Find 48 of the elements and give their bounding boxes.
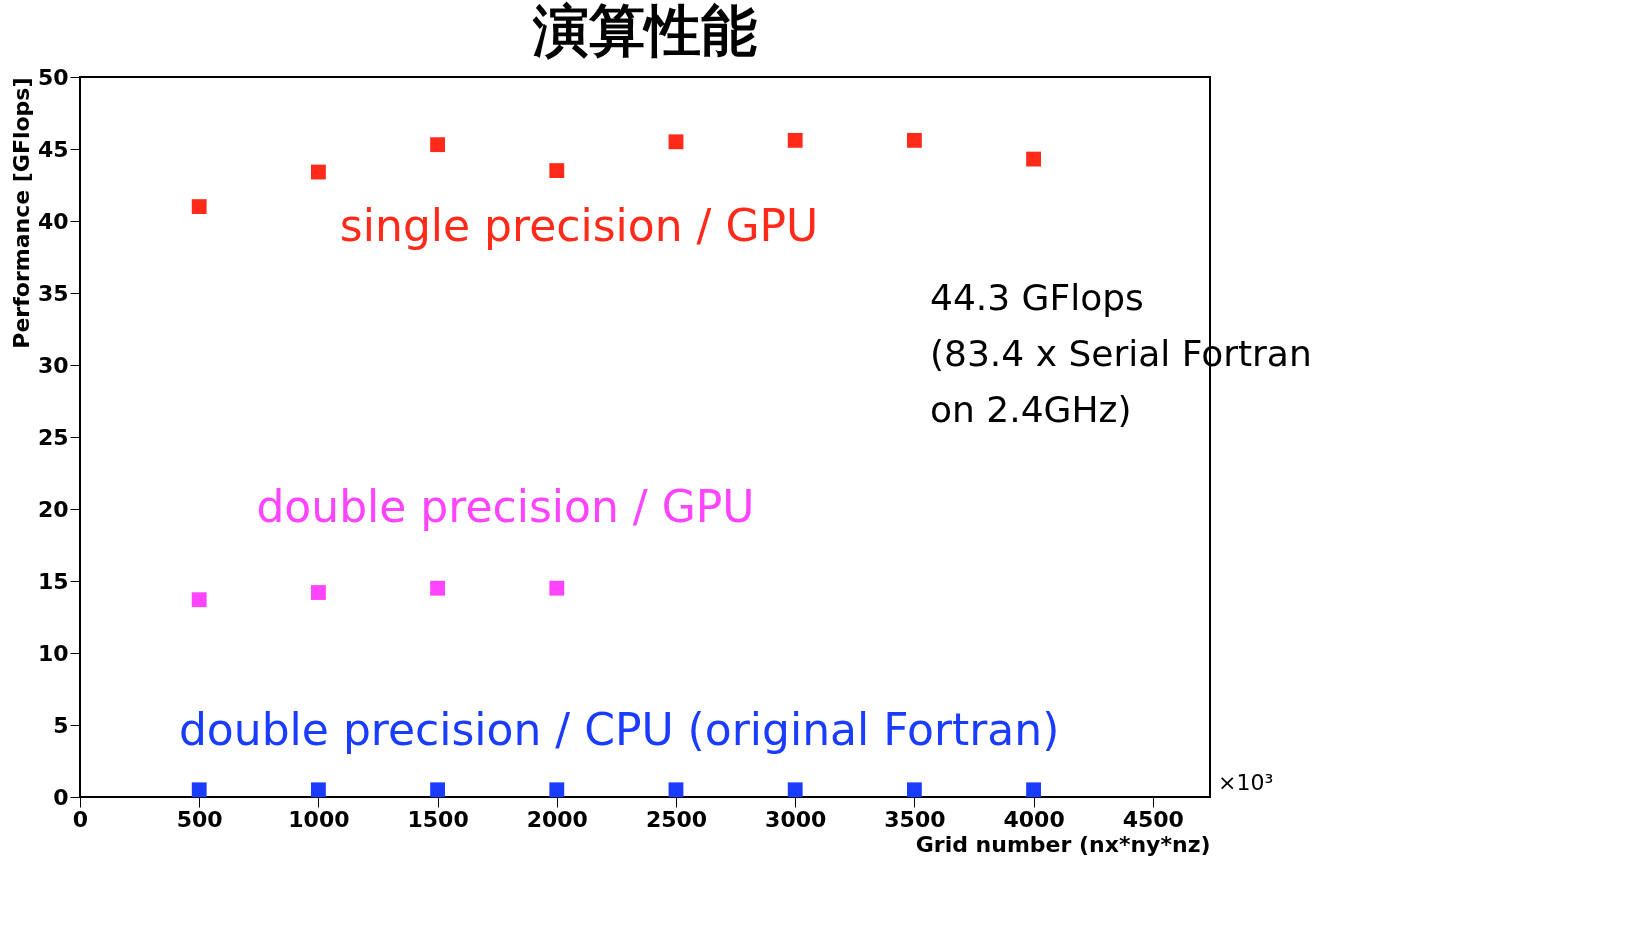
point [906, 782, 922, 798]
point [1026, 782, 1041, 798]
x-tick-label: 2000 [526, 806, 588, 832]
series-label: single precision / GPU [339, 200, 819, 252]
point [1026, 151, 1041, 167]
x-tick-label: 3000 [765, 806, 827, 832]
point [668, 782, 684, 798]
series-label: double precision / GPU [256, 481, 755, 532]
point [906, 132, 922, 148]
x-tick-label: 500 [176, 806, 223, 832]
y-axis-title: Performance [GFlops] [8, 77, 34, 349]
y-tick-label: 10 [37, 640, 69, 666]
x-tick-label: 0 [72, 806, 89, 832]
x-tick-label: 2500 [645, 806, 708, 832]
series-label: double precision / CPU (original Fortran) [178, 704, 1060, 756]
x-tick-label: 4500 [1122, 806, 1184, 832]
chart-title: 演算性能 [532, 0, 757, 63]
y-tick-label: 45 [37, 136, 69, 162]
point [310, 585, 326, 600]
point [430, 782, 446, 798]
x-tick-label: 1000 [288, 806, 350, 832]
y-tick-label: 15 [37, 568, 69, 594]
y-tick-label: 40 [37, 208, 69, 234]
x-tick-label: 1500 [407, 806, 469, 832]
point [191, 782, 207, 798]
point [787, 782, 803, 798]
x-tick-label: 4000 [1003, 806, 1065, 832]
y-tick-label: 25 [37, 424, 69, 450]
y-tick-label: 0 [53, 784, 69, 810]
text: ×10³ [1218, 770, 1274, 795]
point [549, 163, 565, 179]
y-tick-label: 50 [37, 64, 69, 90]
point [310, 164, 326, 180]
point [430, 580, 446, 596]
y-tick-label: 30 [37, 352, 69, 378]
point [191, 199, 207, 215]
x-axis-title: Grid number (nx*ny*nz) [915, 831, 1211, 857]
point [549, 580, 565, 596]
point [668, 134, 684, 150]
point [430, 137, 446, 153]
y-tick-label: 20 [37, 496, 69, 522]
y-tick-label: 5 [53, 712, 69, 738]
point [787, 132, 803, 148]
point [310, 782, 326, 798]
point [191, 592, 207, 608]
y-tick-label: 35 [37, 280, 69, 306]
point [549, 782, 565, 798]
x-tick-label: 3500 [884, 806, 946, 832]
